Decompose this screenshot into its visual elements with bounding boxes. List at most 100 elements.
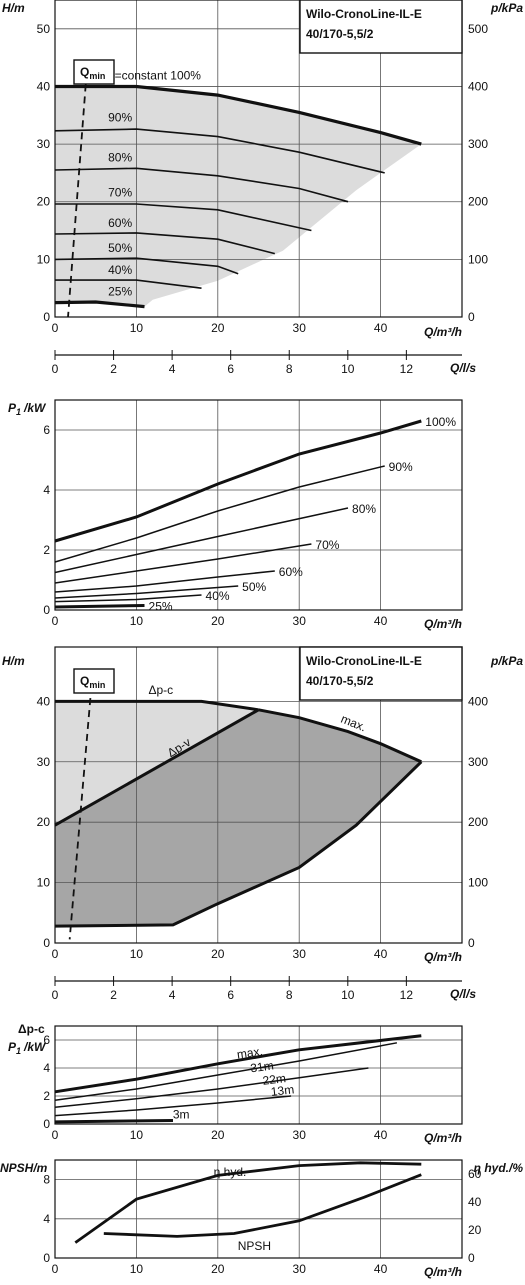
- hq-curve-label: 70%: [108, 185, 132, 199]
- p1-curve-70%: [54, 543, 312, 584]
- hq-curve-label: 60%: [108, 216, 132, 230]
- dp-x-tick: 20: [211, 947, 225, 961]
- p1b-curve-label: 31m: [249, 1058, 274, 1075]
- p1b-y-axis-label-top: Δp-c: [18, 1022, 45, 1036]
- p1-curve-label: 90%: [389, 460, 413, 474]
- ls1-axis-label: Q/l/s: [450, 361, 476, 375]
- p1-x-tick: 0: [52, 614, 59, 628]
- p1-curve-25%: [54, 604, 145, 609]
- npsh-label-npsh: NPSH: [238, 1239, 271, 1253]
- p1-y-tick: 6: [43, 423, 50, 437]
- qmin2-box: [73, 668, 115, 694]
- hq-y2-tick: 500: [468, 22, 488, 36]
- hq-curve-60%: [54, 232, 275, 255]
- p1-y-tick: 4: [43, 483, 50, 497]
- npsh-y2-tick: 60: [468, 1167, 482, 1181]
- hq-y-tick: 40: [37, 79, 51, 93]
- ls1-tick: 8: [286, 362, 293, 376]
- ls2-tick: 10: [341, 988, 355, 1002]
- p1b-y-tick: 6: [43, 1033, 50, 1047]
- hq-envelope-label: n=constant 100%: [108, 69, 201, 83]
- p1-curve-label: 40%: [206, 589, 230, 603]
- hq-x-tick: 20: [211, 321, 225, 335]
- dp-y2-axis-label: p/kPa: [490, 654, 523, 668]
- hq-x-tick: 0: [52, 321, 59, 335]
- dp-y-tick: 30: [37, 755, 51, 769]
- hq-y-tick: 50: [37, 22, 51, 36]
- npsh-y-tick: 4: [43, 1212, 50, 1226]
- hq-x-tick: 30: [293, 321, 307, 335]
- p1-x-tick: 40: [374, 614, 388, 628]
- dp-x-tick: 10: [130, 947, 144, 961]
- p1b-curve-label: max.: [236, 1044, 264, 1061]
- p1-curve-label: 80%: [352, 502, 376, 516]
- dp-x-tick: 0: [52, 947, 59, 961]
- npsh-x-tick: 30: [293, 1262, 307, 1276]
- p1b-curve-label: 3m: [173, 1107, 190, 1121]
- ls2-tick: 2: [110, 988, 117, 1002]
- p1-y-tick: 0: [43, 603, 50, 617]
- npsh-x-tick: 20: [211, 1262, 225, 1276]
- dp-y2-tick: 100: [468, 876, 488, 890]
- dp-y-tick: 40: [37, 694, 51, 708]
- npsh-curve-η hyd.: [74, 1161, 422, 1244]
- ls2-tick: 4: [169, 988, 176, 1002]
- dpv-field-shade: [55, 709, 422, 927]
- p1-curve-90%: [54, 465, 385, 563]
- dp-x-tick: 40: [374, 947, 388, 961]
- dp-y-tick: 10: [37, 876, 51, 890]
- p1b-curve-max.: [54, 1034, 422, 1094]
- dp-y-tick: 0: [43, 936, 50, 950]
- p1b-x-tick: 30: [293, 1128, 307, 1142]
- hq-y2-tick: 100: [468, 252, 488, 266]
- npsh-y2-tick: 0: [468, 1251, 475, 1265]
- hq-curve-label: 25%: [108, 284, 132, 298]
- hq-curve-label: 90%: [108, 110, 132, 124]
- npsh-x-tick: 0: [52, 1262, 59, 1276]
- qmin-box: [73, 59, 115, 85]
- hq-curve-80%: [54, 167, 349, 203]
- npsh-label-eta: η hyd.: [214, 1165, 247, 1179]
- hq-y-tick: 30: [37, 137, 51, 151]
- p1b-y-axis-label: P1: [8, 1040, 21, 1056]
- ls1-tick: 12: [400, 362, 414, 376]
- p1-y-axis-label: P1: [8, 401, 21, 417]
- p1b-curve-22m: [54, 1067, 369, 1108]
- ls1-tick: 0: [52, 362, 59, 376]
- p1-curve-label: 50%: [242, 580, 266, 594]
- hq-x-tick: 10: [130, 321, 144, 335]
- dp-y2-tick: 400: [468, 694, 488, 708]
- hq-y-tick: 10: [37, 252, 51, 266]
- ls2-tick: 6: [227, 988, 234, 1002]
- hq-x-tick: 40: [374, 321, 388, 335]
- hq-curve-40%: [55, 279, 202, 289]
- hq-curve-70%: [55, 203, 312, 232]
- qmin-dashed-line: [67, 60, 89, 318]
- npsh-x-tick: 10: [130, 1262, 144, 1276]
- dp-curve-Δp-v: [54, 708, 260, 827]
- chart-subtitle: 40/170-5,5/2: [306, 27, 374, 41]
- p1b-y-tick: 4: [43, 1061, 50, 1075]
- p1b-curve-3m: [54, 1119, 174, 1124]
- p1b-curve-31m: [54, 1042, 398, 1101]
- hq-y2-tick: 0: [468, 310, 475, 324]
- npsh-y2-axis-label: η hyd./%: [474, 1161, 524, 1175]
- p1b-curve-13m: [54, 1095, 292, 1117]
- dp-y-axis-label: H/m: [2, 654, 25, 668]
- npsh-x-axis-label: Q/m³/h: [424, 1265, 462, 1279]
- p1-curve-label: 60%: [279, 565, 303, 579]
- p1-x-axis-label: Q/m³/h: [424, 617, 462, 631]
- p1b-x-tick: 0: [52, 1128, 59, 1142]
- hq-curve-label: 80%: [108, 151, 132, 165]
- dp-curve-max.: [258, 708, 422, 764]
- p1-y-axis-unit: /kW: [23, 401, 47, 415]
- hq-curve-label: 50%: [108, 241, 132, 255]
- ls1-tick: 6: [227, 362, 234, 376]
- p1-curve-60%: [54, 570, 275, 593]
- p1b-x-tick: 20: [211, 1128, 225, 1142]
- p1b-curve-label: 22m: [262, 1071, 287, 1088]
- y-axis-label: H/m: [2, 1, 25, 15]
- hq-y-tick: 0: [43, 310, 50, 324]
- p1-x-tick: 30: [293, 614, 307, 628]
